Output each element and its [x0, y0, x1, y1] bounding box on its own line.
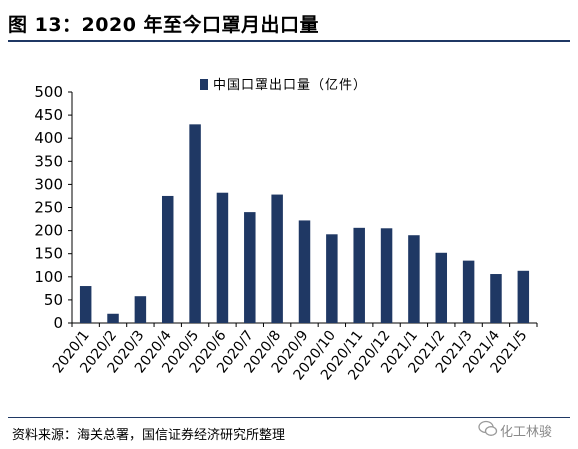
bar: [298, 220, 311, 323]
y-tick-label: 200: [34, 222, 63, 240]
bar: [380, 228, 393, 323]
source-note: 资料来源：海关总署，国信证券经济研究所整理: [12, 428, 286, 443]
bar: [161, 195, 174, 323]
bar-series: [79, 124, 530, 323]
bar: [79, 286, 92, 323]
watermark: 化工林骏: [478, 418, 568, 444]
bar: [517, 270, 530, 323]
bar: [189, 124, 201, 323]
wechat-logo-icon: [478, 420, 498, 436]
y-axis: 0 50 100 150 200 250 300 350 400 450 500: [34, 83, 73, 332]
bar: [408, 235, 420, 323]
y-tick-label: 350: [34, 152, 63, 170]
source-rule: [8, 417, 570, 418]
y-tick-label: 0: [53, 314, 63, 332]
y-tick-label: 300: [34, 175, 63, 193]
y-tick-label: 400: [34, 129, 63, 147]
bar: [271, 194, 283, 323]
bar: [326, 234, 338, 323]
bar: [435, 252, 448, 323]
chart-legend: 中国口罩出口量（亿件）: [200, 78, 367, 93]
bar: [462, 260, 475, 323]
figure-title: 图 13：2020 年至今口罩月出口量: [8, 14, 320, 36]
bar: [107, 313, 119, 323]
x-axis: 2020/12020/22020/32020/42020/52020/62020…: [50, 322, 538, 383]
bar-chart: 中国口罩出口量（亿件） 0 50 100 150 200 250 300 350 400 450 5…: [34, 78, 538, 383]
y-tick-label: 50: [44, 291, 63, 309]
legend-swatch: [200, 79, 208, 90]
bar: [490, 274, 502, 323]
bar: [216, 192, 229, 323]
legend-label: 中国口罩出口量（亿件）: [213, 78, 367, 93]
y-tick-label: 150: [34, 245, 63, 263]
watermark-text: 化工林骏: [500, 425, 553, 440]
y-tick-label: 500: [34, 83, 63, 101]
bar: [353, 227, 365, 323]
y-tick-label: 450: [34, 106, 63, 124]
y-tick-label: 250: [34, 199, 63, 217]
title-rule: [8, 40, 570, 42]
bar: [244, 212, 256, 323]
y-tick-label: 100: [34, 268, 63, 286]
bar: [134, 296, 147, 323]
